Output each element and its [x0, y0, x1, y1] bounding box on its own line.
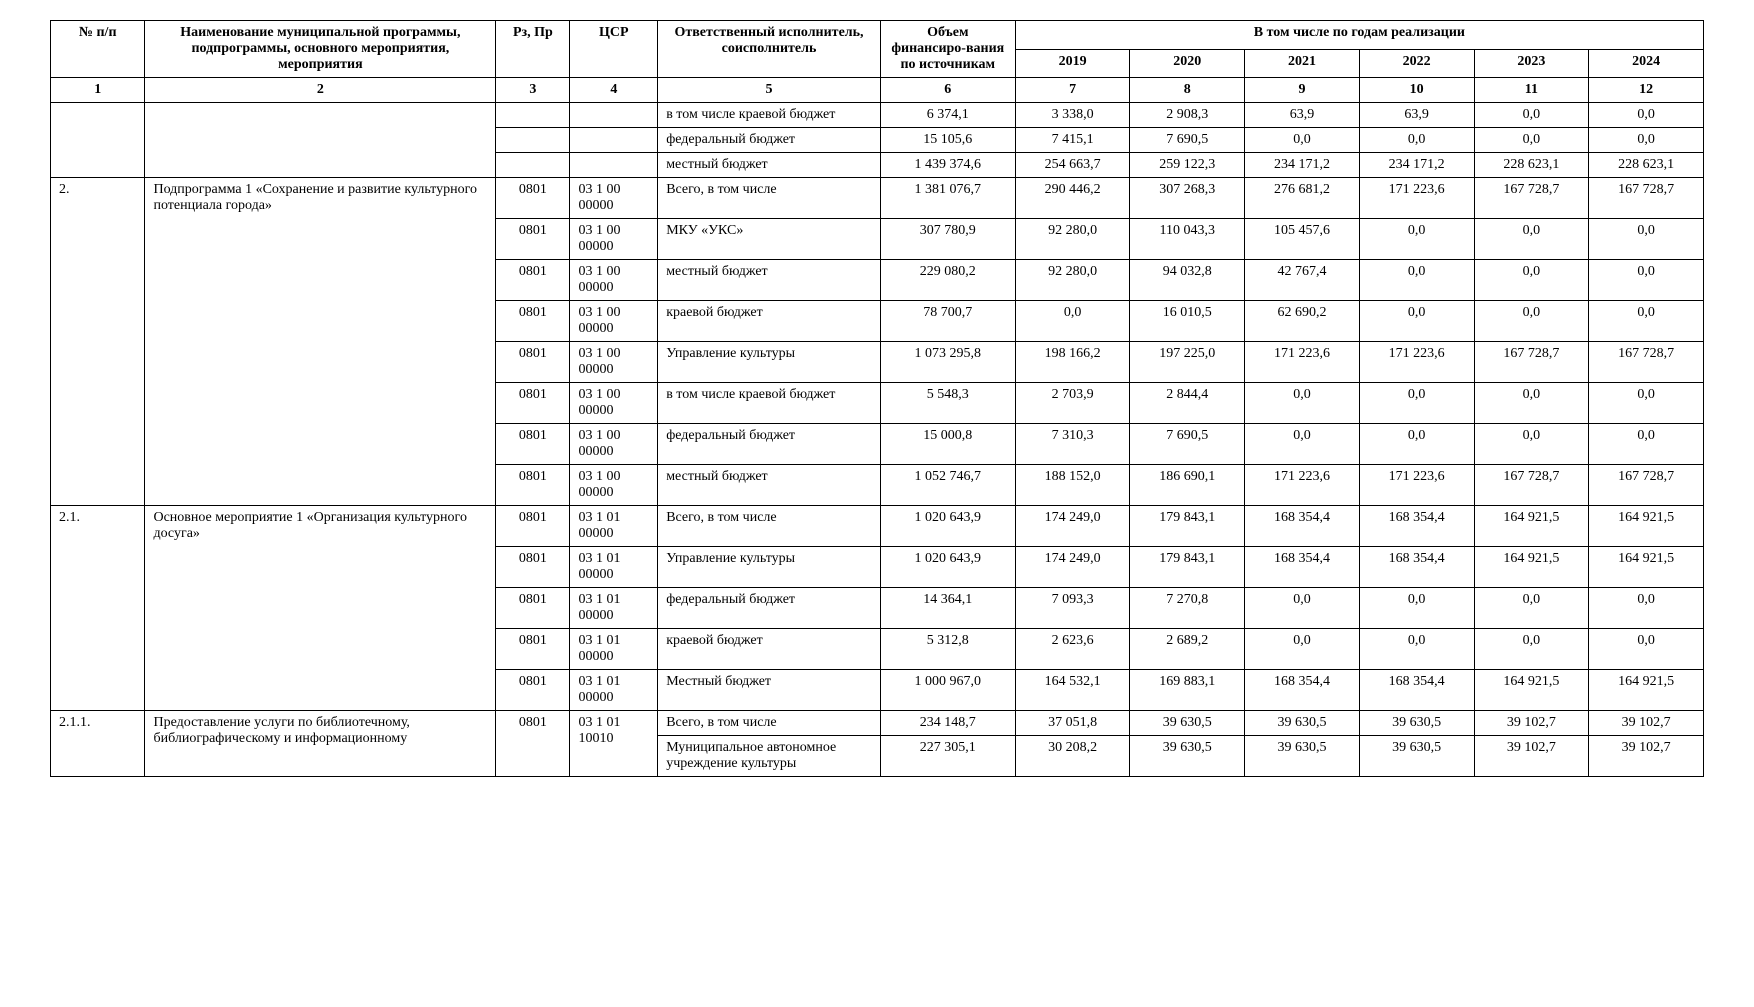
table-row: 2.1.1. Предоставление услуги по библиоте…: [51, 711, 1704, 736]
header-num: № п/п: [51, 21, 145, 78]
cell-num: [51, 103, 145, 178]
cell-num: 2.: [51, 178, 145, 506]
budget-table: № п/п Наименование муниципальной програм…: [50, 20, 1704, 777]
cell-name: [145, 103, 496, 178]
cell-year: 63,9: [1245, 103, 1360, 128]
table-header: № п/п Наименование муниципальной програм…: [51, 21, 1704, 103]
cell-year: 3 338,0: [1015, 103, 1130, 128]
cell-rz: [496, 103, 570, 128]
header-2021: 2021: [1245, 49, 1360, 78]
header-resp: Ответственный исполнитель, соисполнитель: [658, 21, 881, 78]
header-2022: 2022: [1359, 49, 1474, 78]
header-2024: 2024: [1589, 49, 1704, 78]
header-2023: 2023: [1474, 49, 1589, 78]
cell-num: 2.1.1.: [51, 711, 145, 777]
cell-year: 2 908,3: [1130, 103, 1245, 128]
cell-num: 2.1.: [51, 506, 145, 711]
header-2019: 2019: [1015, 49, 1130, 78]
cell-resp: в том числе краевой бюджет: [658, 103, 881, 128]
header-csr: ЦСР: [570, 21, 658, 78]
cell-year: 0,0: [1589, 103, 1704, 128]
header-name: Наименование муниципальной программы, по…: [145, 21, 496, 78]
cell-name: Предоставление услуги по библиотечному, …: [145, 711, 496, 777]
table-body: в том числе краевой бюджет 6 374,1 3 338…: [51, 103, 1704, 777]
table-row: 2.1. Основное мероприятие 1 «Организация…: [51, 506, 1704, 547]
cell-csr: [570, 103, 658, 128]
cell-year: 0,0: [1474, 103, 1589, 128]
header-vol: Объем финансиро-вания по источникам: [880, 21, 1015, 78]
table-row: 2. Подпрограмма 1 «Сохранение и развитие…: [51, 178, 1704, 219]
cell-vol: 6 374,1: [880, 103, 1015, 128]
header-2020: 2020: [1130, 49, 1245, 78]
table-row: в том числе краевой бюджет 6 374,1 3 338…: [51, 103, 1704, 128]
header-colnums: 1 2 3 4 5 6 7 8 9 10 11 12: [51, 78, 1704, 103]
cell-name: Подпрограмма 1 «Сохранение и развитие ку…: [145, 178, 496, 506]
cell-name: Основное мероприятие 1 «Организация куль…: [145, 506, 496, 711]
header-rz: Рз, Пр: [496, 21, 570, 78]
header-years-span: В том числе по годам реализации: [1015, 21, 1703, 50]
cell-year: 63,9: [1359, 103, 1474, 128]
